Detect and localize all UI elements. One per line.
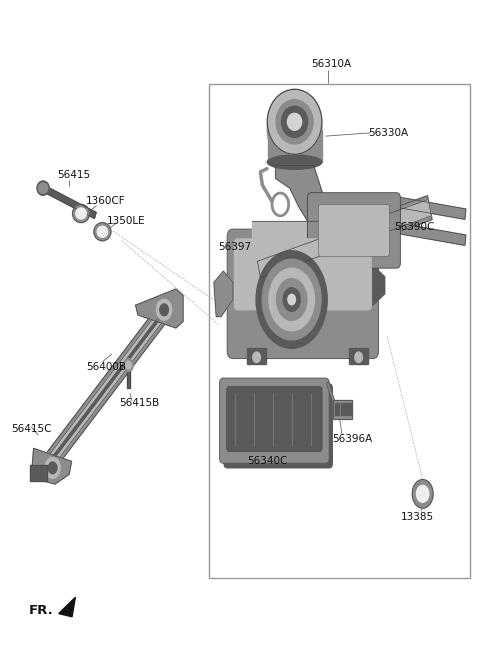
Bar (267, 130, 322, 162)
Circle shape (126, 361, 132, 369)
Circle shape (276, 279, 307, 320)
Text: 56310A: 56310A (311, 59, 351, 69)
Circle shape (160, 304, 168, 316)
Circle shape (283, 288, 300, 311)
Polygon shape (45, 311, 165, 469)
Polygon shape (391, 196, 466, 219)
Ellipse shape (276, 100, 313, 144)
FancyBboxPatch shape (223, 383, 333, 468)
Polygon shape (391, 222, 466, 245)
Bar (333, 400, 352, 419)
Text: FR.: FR. (29, 604, 54, 617)
Polygon shape (257, 195, 432, 281)
Ellipse shape (267, 89, 322, 154)
Ellipse shape (288, 113, 301, 131)
Bar (341, 403, 345, 415)
Bar (247, 348, 266, 364)
Polygon shape (45, 186, 96, 218)
Circle shape (288, 295, 296, 305)
Circle shape (48, 462, 57, 474)
Ellipse shape (37, 181, 49, 195)
Polygon shape (257, 199, 432, 277)
FancyBboxPatch shape (318, 205, 389, 256)
FancyBboxPatch shape (227, 229, 379, 359)
Ellipse shape (76, 208, 86, 219)
Text: 56330A: 56330A (368, 128, 408, 138)
Bar (333, 400, 352, 419)
Polygon shape (31, 448, 72, 484)
Text: 1360CF: 1360CF (86, 196, 125, 206)
Ellipse shape (94, 222, 111, 241)
Bar (30, 464, 47, 481)
Circle shape (156, 299, 172, 320)
Circle shape (412, 480, 433, 508)
Circle shape (269, 268, 314, 331)
Ellipse shape (97, 226, 108, 237)
Polygon shape (373, 266, 384, 305)
Polygon shape (136, 289, 183, 328)
Text: 56415: 56415 (57, 170, 90, 180)
Circle shape (355, 352, 362, 363)
Bar (252, 220, 354, 240)
Circle shape (417, 485, 429, 502)
Ellipse shape (72, 205, 90, 222)
Circle shape (124, 359, 133, 371)
Text: 56390C: 56390C (394, 222, 434, 232)
Ellipse shape (267, 155, 322, 169)
Bar (30, 464, 47, 481)
Circle shape (256, 251, 327, 348)
FancyBboxPatch shape (219, 378, 329, 463)
Text: 1350LE: 1350LE (107, 216, 146, 226)
FancyBboxPatch shape (227, 386, 322, 451)
Bar (349, 348, 368, 364)
Polygon shape (40, 304, 169, 475)
Text: 56340C: 56340C (247, 457, 288, 466)
Ellipse shape (281, 106, 308, 137)
FancyBboxPatch shape (307, 193, 400, 268)
Circle shape (253, 352, 261, 363)
Ellipse shape (38, 183, 48, 194)
Text: 13385: 13385 (401, 512, 434, 522)
Bar (335, 403, 339, 415)
Text: 56400B: 56400B (86, 362, 126, 372)
Polygon shape (276, 165, 325, 230)
Polygon shape (43, 308, 167, 472)
Polygon shape (59, 597, 75, 617)
Polygon shape (127, 365, 131, 388)
Text: 56415B: 56415B (119, 398, 159, 408)
Circle shape (45, 457, 60, 478)
Text: 56397: 56397 (219, 241, 252, 252)
Circle shape (262, 259, 321, 340)
Text: 56396A: 56396A (333, 434, 373, 443)
Polygon shape (214, 271, 233, 317)
Ellipse shape (267, 97, 322, 162)
Bar (209, 84, 470, 579)
Bar (346, 403, 350, 415)
Polygon shape (245, 240, 273, 292)
Text: 56415C: 56415C (12, 424, 52, 434)
FancyBboxPatch shape (234, 238, 372, 310)
